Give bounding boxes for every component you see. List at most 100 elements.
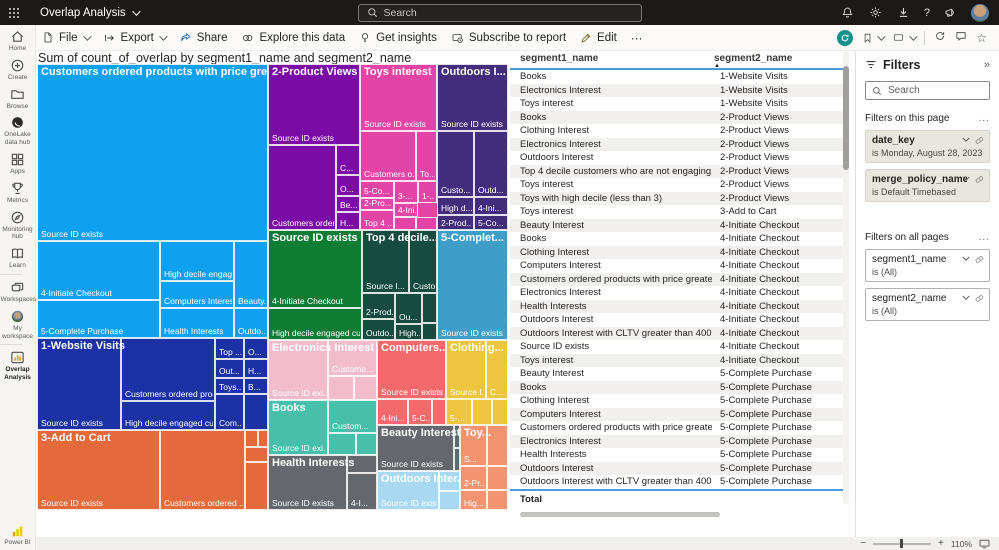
- treemap-cell[interactable]: 4-Initiate Checkout: [268, 230, 362, 308]
- treemap-cell[interactable]: [422, 323, 437, 340]
- share-button[interactable]: Share: [172, 25, 235, 50]
- filter-card-date_key[interactable]: date_key is Monday, August 28, 2023: [865, 130, 990, 163]
- filter-card-segment1_name[interactable]: segment1_name is (All): [865, 249, 990, 282]
- column-header-segment2[interactable]: segment2_name: [714, 53, 793, 64]
- refresh-button[interactable]: [934, 30, 946, 45]
- treemap-cell[interactable]: [454, 448, 460, 471]
- treemap-cell[interactable]: 1-...: [418, 181, 437, 203]
- sidebar-item-overlap-analysis[interactable]: Overlap Analysis: [0, 347, 35, 384]
- table-row[interactable]: Outdoors Interest with CLTV greater than…: [510, 326, 843, 340]
- treemap-cell[interactable]: High decile engag...: [160, 241, 234, 281]
- treemap-cell[interactable]: 5-Co...: [360, 181, 394, 198]
- treemap-cell[interactable]: [487, 466, 508, 490]
- table-row[interactable]: Outdoors Interest with CLTV greater than…: [510, 475, 843, 489]
- treemap-cell[interactable]: [328, 376, 354, 400]
- table-row[interactable]: Outdoors Interest 5-Complete Purchase: [510, 461, 843, 475]
- export-menu[interactable]: Export: [96, 25, 172, 50]
- treemap-cell[interactable]: [244, 394, 268, 430]
- treemap-cell[interactable]: [347, 455, 377, 473]
- collapse-pane-icon[interactable]: »: [983, 59, 990, 71]
- treemap-cell[interactable]: [422, 293, 437, 323]
- treemap-cell[interactable]: Customers o...: [360, 131, 416, 181]
- treemap-cell[interactable]: Toys...: [215, 378, 244, 394]
- treemap-cell[interactable]: [487, 490, 508, 510]
- treemap-cell[interactable]: Customers ordered prod...: [121, 338, 215, 401]
- treemap-cell[interactable]: 2-Prod...: [437, 215, 474, 230]
- treemap-cell[interactable]: [416, 217, 437, 230]
- sidebar-item-workspaces[interactable]: Workspaces: [0, 277, 36, 306]
- treemap-cell[interactable]: Source ID exists: [268, 455, 347, 510]
- table-row[interactable]: Health Interests 5-Complete Purchase: [510, 448, 843, 462]
- treemap-cell[interactable]: Source ID exi...: [268, 340, 328, 400]
- table-row[interactable]: Customers ordered products with price gr…: [510, 272, 843, 286]
- treemap-cell[interactable]: 2-Pro...: [360, 198, 394, 210]
- file-menu[interactable]: File: [35, 25, 96, 50]
- table-row[interactable]: Computers Interest 5-Complete Purchase: [510, 407, 843, 421]
- help-icon[interactable]: ?: [923, 6, 930, 19]
- treemap-cell[interactable]: [487, 425, 508, 466]
- treemap-cell[interactable]: Computers Interest: [160, 281, 234, 308]
- treemap-cell[interactable]: Outdo...: [234, 308, 268, 338]
- sidebar-item-onelake[interactable]: OneLake data hub: [0, 112, 35, 149]
- treemap-cell[interactable]: Com...: [215, 394, 244, 430]
- treemap-cell[interactable]: High decile engaged cus...: [121, 401, 215, 430]
- global-search-input[interactable]: Search: [357, 3, 642, 22]
- clear-filter-icon[interactable]: [975, 136, 984, 144]
- table-horizontal-scrollbar[interactable]: [520, 512, 720, 517]
- table-row[interactable]: Health Interests 4-Initiate Checkout: [510, 299, 843, 313]
- treemap-cell[interactable]: [439, 491, 460, 510]
- zoom-in-button[interactable]: +: [938, 537, 944, 549]
- treemap-cell[interactable]: Source ID exists: [377, 340, 446, 399]
- table-row[interactable]: Electronics Interest 2-Product Views: [510, 137, 843, 151]
- treemap-cell[interactable]: [432, 399, 446, 425]
- section-more-options[interactable]: ...: [978, 232, 990, 243]
- table-row[interactable]: Computers Interest 4-Initiate Checkout: [510, 259, 843, 273]
- table-row[interactable]: Toys interest 1-Website Visits: [510, 97, 843, 111]
- treemap-cell[interactable]: Customers ordered ...: [160, 430, 245, 510]
- sidebar-item-apps[interactable]: Apps: [0, 149, 35, 178]
- chevron-down-icon[interactable]: [962, 295, 970, 301]
- zoom-slider[interactable]: [873, 539, 932, 548]
- table-row[interactable]: Toys with high decile (less than 3) 2-Pro…: [510, 191, 843, 205]
- filter-card-merge_policy_name[interactable]: merge_policy_name is Default Timebased: [865, 169, 990, 202]
- chevron-down-icon[interactable]: [962, 256, 970, 262]
- zoom-slider-thumb[interactable]: [899, 539, 903, 548]
- treemap-cell[interactable]: Ou...: [395, 293, 422, 324]
- sidebar-item-create[interactable]: Create: [0, 55, 35, 84]
- bookmarks-menu[interactable]: [862, 31, 886, 44]
- table-row[interactable]: Source ID exists 4-Initiate Checkout: [510, 340, 843, 354]
- treemap-cell[interactable]: 5-Complete Purchase: [37, 300, 160, 338]
- treemap-cell[interactable]: Custo...: [437, 131, 474, 197]
- table-row[interactable]: Clothing Interest 2-Product Views: [510, 124, 843, 138]
- treemap-cell[interactable]: Source ID exi...: [268, 400, 328, 455]
- treemap-cell[interactable]: Source ID exists: [377, 471, 439, 510]
- treemap-cell[interactable]: Custo...: [409, 230, 437, 293]
- treemap-cell[interactable]: High d...: [437, 197, 474, 215]
- notifications-icon[interactable]: [840, 5, 855, 20]
- treemap-cell[interactable]: Top 4 ...: [360, 210, 394, 230]
- fit-to-screen-icon[interactable]: [979, 539, 990, 549]
- treemap-cell[interactable]: 5-C...: [408, 399, 432, 425]
- table-row[interactable]: Toys interest 2-Product Views: [510, 178, 843, 192]
- chevron-down-icon[interactable]: [962, 137, 970, 143]
- treemap-cell[interactable]: Source ID exists: [37, 430, 160, 510]
- table-row[interactable]: Top 4 decile customers who are not engag…: [510, 164, 843, 178]
- treemap-cell[interactable]: To...: [416, 131, 437, 181]
- treemap-cell[interactable]: [245, 430, 258, 447]
- treemap-cell[interactable]: Source I...: [362, 230, 409, 293]
- table-row[interactable]: Outdoors Interest 4-Initiate Checkout: [510, 313, 843, 327]
- treemap-cell[interactable]: C...: [336, 145, 360, 175]
- treemap-cell[interactable]: 2-Pr...: [460, 466, 487, 490]
- treemap-cell[interactable]: 4-Ini...: [394, 203, 418, 217]
- scrollbar-thumb[interactable]: [843, 66, 849, 170]
- table-vertical-scrollbar[interactable]: [843, 52, 849, 504]
- table-row[interactable]: Clothing Interest 4-Initiate Checkout: [510, 245, 843, 259]
- treemap-cell[interactable]: O...: [336, 175, 360, 196]
- treemap-cell[interactable]: Out...: [215, 359, 244, 378]
- treemap-cell[interactable]: H...: [244, 359, 268, 378]
- view-menu[interactable]: [892, 31, 918, 43]
- treemap-cell[interactable]: Source ID exists: [37, 64, 268, 241]
- download-icon[interactable]: [896, 5, 911, 20]
- treemap-cell[interactable]: [454, 425, 460, 448]
- treemap-cell[interactable]: 4-Ini...: [474, 197, 508, 215]
